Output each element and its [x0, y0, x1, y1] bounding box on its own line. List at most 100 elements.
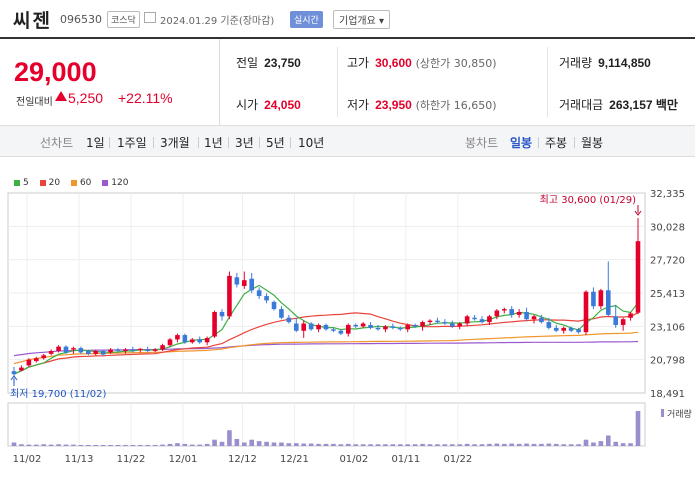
ma60-line: [13, 331, 639, 365]
candle-body: [501, 309, 507, 311]
candle-body: [531, 316, 537, 320]
max-arrow-icon: [634, 210, 642, 216]
tab-1w[interactable]: 1주일: [117, 136, 147, 150]
stat-prev-value: 23,750: [264, 56, 301, 70]
tab-divider: [538, 137, 539, 148]
candle-body: [316, 324, 321, 330]
tab-weekly[interactable]: 주봉: [545, 136, 568, 150]
candle-body: [553, 327, 559, 331]
candle-body: [605, 290, 611, 315]
volume-bar: [123, 444, 128, 446]
ma5-line: [13, 284, 639, 375]
candle-body: [598, 290, 604, 307]
candle-body: [464, 316, 470, 324]
candle-body: [212, 311, 217, 337]
volume-bar: [553, 443, 559, 446]
x-tick-label: 12/12: [228, 454, 257, 465]
stat-volume-value: 9,114,850: [598, 56, 651, 70]
volume-legend-label: 거래량: [667, 408, 692, 420]
stat-prev: 전일 23,750: [236, 54, 301, 71]
candle-body: [405, 324, 411, 330]
x-tick-label: 11/13: [65, 454, 94, 465]
company-info-dropdown[interactable]: 기업개요 ▾: [333, 10, 390, 29]
stats-divider: [337, 47, 338, 117]
legend-label: 5: [23, 178, 29, 188]
volume-bar: [345, 443, 351, 446]
market-badge: 코스닥: [107, 11, 140, 28]
tab-1d[interactable]: 1일: [86, 136, 105, 150]
volume-bar: [494, 443, 500, 446]
tab-monthly[interactable]: 월봉: [581, 136, 604, 150]
candle-body: [56, 346, 61, 351]
candle-body: [509, 309, 515, 315]
candle-body: [435, 320, 440, 323]
volume-bar: [397, 444, 403, 446]
tab-3m[interactable]: 3개월: [160, 136, 190, 150]
volume-bar: [591, 442, 596, 446]
legend-swatch: [102, 179, 109, 186]
volume-bar: [598, 441, 604, 446]
volume-bar: [524, 443, 529, 446]
legend-ma20: 20: [39, 178, 60, 188]
x-tick-label: 11/22: [117, 454, 146, 465]
volume-bar: [137, 444, 143, 446]
y-tick-label: 25,413: [650, 289, 685, 300]
candle-body: [308, 323, 314, 330]
volume-bar: [546, 443, 552, 446]
y-tick-label: 23,106: [650, 322, 685, 333]
y-tick-label: 27,720: [650, 256, 685, 267]
diff-value: 5,250: [68, 90, 104, 106]
stat-lower-limit: (하한가 16,650): [415, 99, 497, 112]
y-tick-label: 18,491: [650, 389, 685, 400]
candle-body: [375, 327, 381, 330]
tab-divider: [290, 137, 291, 148]
volume-bar: [412, 444, 418, 446]
volume-bar: [271, 442, 277, 446]
tab-5y[interactable]: 5년: [266, 136, 285, 150]
candle-body: [345, 324, 351, 334]
ma20-line: [13, 312, 639, 375]
volume-bar: [561, 444, 567, 446]
volume-bar: [204, 443, 210, 446]
stat-upper-limit: (상한가 30,850): [415, 57, 497, 70]
y-tick-label: 32,335: [650, 189, 685, 200]
legend-ma120: 120: [102, 178, 128, 188]
candle-body: [48, 350, 54, 354]
legend-swatch: [70, 179, 77, 186]
candle-body: [197, 339, 203, 343]
candle-body: [78, 348, 84, 353]
candle-body: [301, 323, 307, 331]
candle-body: [286, 317, 292, 323]
volume-bar: [175, 443, 180, 446]
volume-bar: [301, 443, 307, 446]
volume-bar: [420, 443, 425, 446]
candle-body: [568, 327, 574, 331]
stat-amount-label: 거래대금: [559, 98, 604, 112]
tab-1y[interactable]: 1년: [204, 136, 223, 150]
y-tick-label: 30,028: [650, 222, 685, 233]
tab-daily[interactable]: 일봉: [510, 136, 533, 150]
realtime-button[interactable]: 실시간: [290, 11, 323, 28]
price-summary: 29,000 전일대비 5,250 +22.11%: [0, 39, 220, 125]
volume-bar: [63, 444, 69, 446]
volume-bar: [316, 443, 321, 446]
min-price-label: 최저 19,700 (11/02): [10, 388, 106, 400]
volume-bar: [449, 444, 455, 446]
tab-10y[interactable]: 10년: [298, 136, 325, 150]
volume-frame: [7, 402, 646, 447]
volume-bar: [85, 444, 91, 446]
candle-body: [420, 322, 425, 327]
candle-body: [145, 349, 151, 351]
tab-3y[interactable]: 3년: [235, 136, 254, 150]
candle-body: [182, 335, 188, 343]
candle-body: [524, 311, 529, 320]
volume-bar: [605, 435, 611, 446]
legend-label: 120: [111, 178, 129, 188]
candle-body: [583, 291, 589, 333]
stat-amount: 거래대금 263,157 백만: [559, 96, 678, 113]
x-tick-label: 01/22: [443, 454, 472, 465]
volume-bar: [479, 444, 485, 446]
stat-high-label: 고가: [347, 56, 370, 70]
x-tick-label: 11/02: [13, 454, 42, 465]
volume-bar: [375, 444, 381, 446]
